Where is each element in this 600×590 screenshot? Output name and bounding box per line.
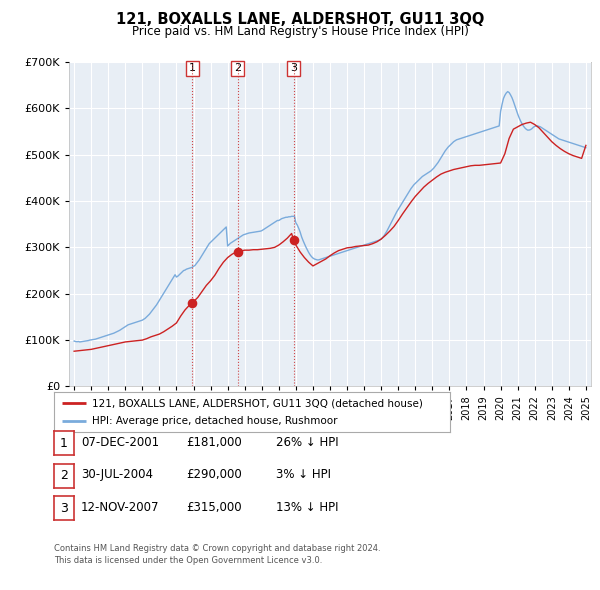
Text: 3: 3 bbox=[60, 502, 68, 514]
Text: HPI: Average price, detached house, Rushmoor: HPI: Average price, detached house, Rush… bbox=[92, 416, 337, 426]
Text: 1: 1 bbox=[189, 63, 196, 73]
Text: Contains HM Land Registry data © Crown copyright and database right 2024.: Contains HM Land Registry data © Crown c… bbox=[54, 545, 380, 553]
Text: £290,000: £290,000 bbox=[186, 468, 242, 481]
Point bbox=[233, 247, 242, 257]
Text: 2: 2 bbox=[234, 63, 241, 73]
Text: 13% ↓ HPI: 13% ↓ HPI bbox=[276, 501, 338, 514]
Text: 1: 1 bbox=[60, 437, 68, 450]
Point bbox=[289, 236, 298, 245]
Text: £181,000: £181,000 bbox=[186, 436, 242, 449]
Text: 26% ↓ HPI: 26% ↓ HPI bbox=[276, 436, 338, 449]
Text: 12-NOV-2007: 12-NOV-2007 bbox=[81, 501, 160, 514]
Point bbox=[188, 298, 197, 307]
Text: £315,000: £315,000 bbox=[186, 501, 242, 514]
Text: Price paid vs. HM Land Registry's House Price Index (HPI): Price paid vs. HM Land Registry's House … bbox=[131, 25, 469, 38]
Text: This data is licensed under the Open Government Licence v3.0.: This data is licensed under the Open Gov… bbox=[54, 556, 322, 565]
Text: 121, BOXALLS LANE, ALDERSHOT, GU11 3QQ (detached house): 121, BOXALLS LANE, ALDERSHOT, GU11 3QQ (… bbox=[92, 398, 422, 408]
Text: 121, BOXALLS LANE, ALDERSHOT, GU11 3QQ: 121, BOXALLS LANE, ALDERSHOT, GU11 3QQ bbox=[116, 12, 484, 27]
Text: 3% ↓ HPI: 3% ↓ HPI bbox=[276, 468, 331, 481]
Text: 30-JUL-2004: 30-JUL-2004 bbox=[81, 468, 153, 481]
Text: 07-DEC-2001: 07-DEC-2001 bbox=[81, 436, 159, 449]
Text: 2: 2 bbox=[60, 469, 68, 482]
Text: 3: 3 bbox=[290, 63, 297, 73]
